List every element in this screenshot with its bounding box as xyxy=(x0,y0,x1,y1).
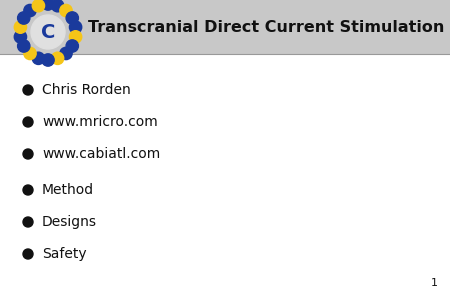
Circle shape xyxy=(24,4,36,17)
Circle shape xyxy=(18,12,30,24)
Circle shape xyxy=(51,52,64,64)
Circle shape xyxy=(14,21,27,33)
Text: 1: 1 xyxy=(431,278,438,288)
Circle shape xyxy=(23,149,33,159)
Text: Safety: Safety xyxy=(42,247,86,261)
Circle shape xyxy=(23,249,33,259)
Circle shape xyxy=(18,40,30,52)
Text: Method: Method xyxy=(42,183,94,197)
Circle shape xyxy=(66,40,78,52)
Circle shape xyxy=(32,0,45,12)
Circle shape xyxy=(42,54,54,66)
Text: Chris Rorden: Chris Rorden xyxy=(42,83,131,97)
Circle shape xyxy=(60,47,72,60)
Text: Transcranial Direct Current Stimulation: Transcranial Direct Current Stimulation xyxy=(88,20,445,34)
Circle shape xyxy=(14,31,27,43)
Circle shape xyxy=(31,15,65,49)
Circle shape xyxy=(66,12,78,24)
Circle shape xyxy=(32,52,45,64)
Bar xyxy=(0,0,450,54)
Circle shape xyxy=(23,85,33,95)
Circle shape xyxy=(69,31,82,43)
Circle shape xyxy=(51,0,64,12)
Text: Designs: Designs xyxy=(42,215,97,229)
Circle shape xyxy=(42,0,54,10)
Circle shape xyxy=(24,47,36,60)
Circle shape xyxy=(69,21,82,33)
Text: www.mricro.com: www.mricro.com xyxy=(42,115,158,129)
Circle shape xyxy=(23,117,33,127)
Text: www.cabiatl.com: www.cabiatl.com xyxy=(42,147,160,161)
Circle shape xyxy=(23,185,33,195)
Text: C: C xyxy=(41,22,55,41)
Circle shape xyxy=(60,4,72,17)
Circle shape xyxy=(23,217,33,227)
